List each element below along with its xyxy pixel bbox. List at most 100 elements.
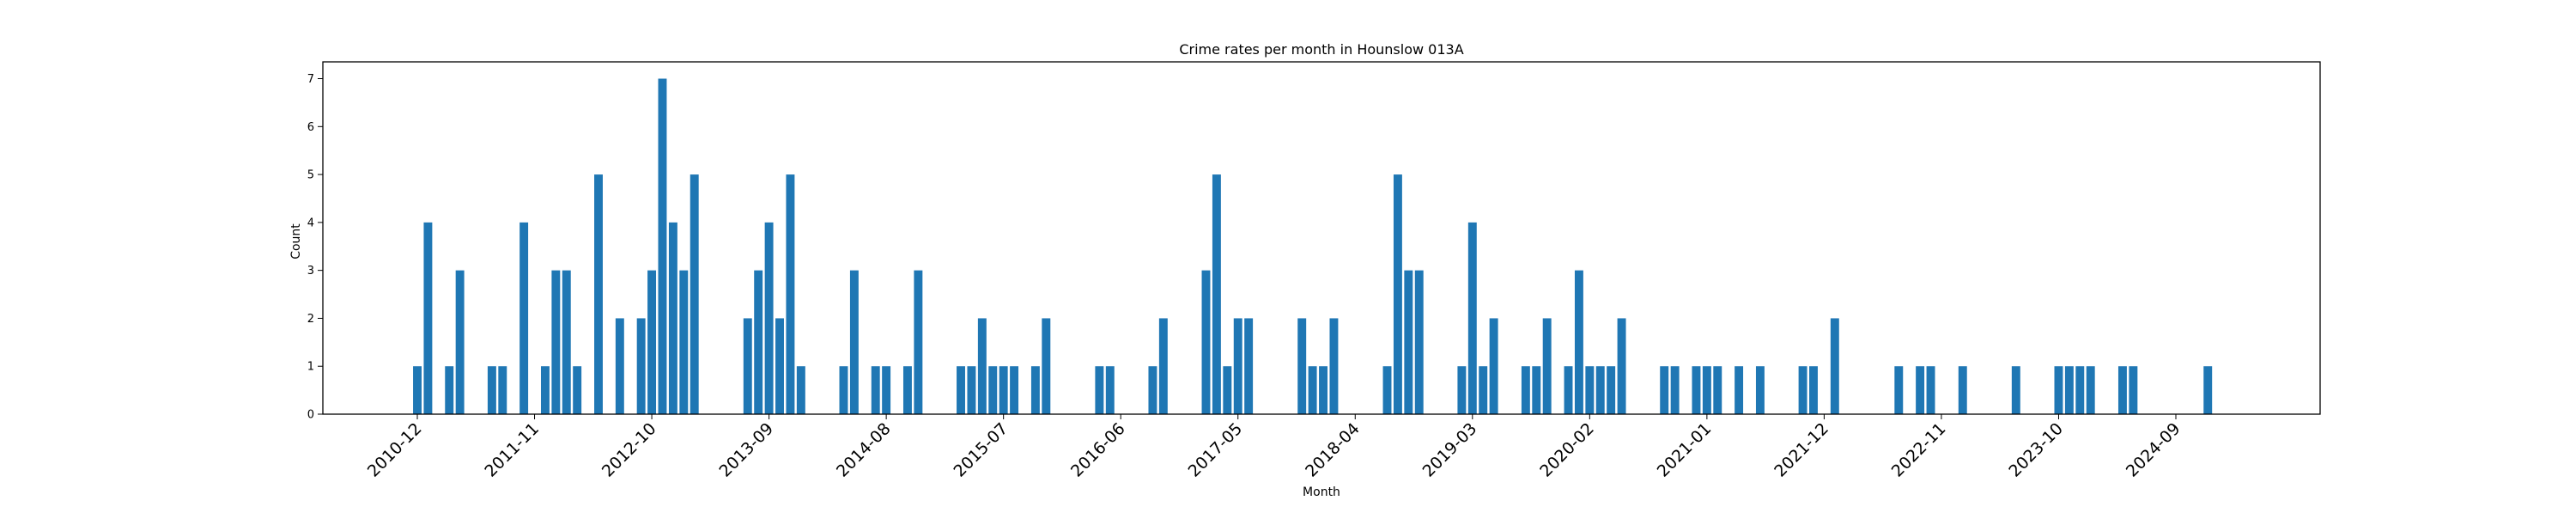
bar [1201,270,1211,414]
y-tick-label: 7 [307,73,314,86]
bar [839,366,848,414]
bar [658,78,667,415]
bar [423,222,433,414]
bar [988,366,998,414]
bar [2203,366,2213,414]
bar [1617,318,1626,414]
bar [551,270,561,414]
bar [1809,366,1818,414]
bar [1244,318,1254,414]
bar [690,174,699,414]
bar [1532,366,1541,414]
bar [1692,366,1701,414]
y-tick-label: 0 [307,409,314,422]
bar [1798,366,1807,414]
bar [796,366,805,414]
y-axis-label: Count [289,223,303,260]
bar [2064,366,2074,414]
bar [1958,366,1967,414]
bar [445,366,454,414]
bar [1713,366,1722,414]
bar [1607,366,1616,414]
bar [573,366,582,414]
bar [1393,174,1402,414]
bar [1479,366,1488,414]
bar [1830,318,1839,414]
bar [882,366,891,414]
bar [743,318,752,414]
bar [594,174,603,414]
bar [2075,366,2085,414]
bar [957,366,965,414]
y-tick-label: 3 [307,265,314,278]
bar [519,222,529,414]
bar [1926,366,1935,414]
bar [1457,366,1467,414]
bar [849,270,859,414]
bar [1095,366,1104,414]
y-tick-label: 2 [307,313,314,326]
y-tick-label: 4 [307,217,314,229]
bar [2054,366,2063,414]
bar [455,270,465,414]
bar [902,366,912,414]
bar [413,366,422,414]
bar [999,366,1008,414]
bar [1670,366,1680,414]
bar [679,270,689,414]
bar [1660,366,1669,414]
bar [2011,366,2020,414]
bar [615,318,624,414]
bar [977,318,987,414]
bar [1158,318,1168,414]
bar [1574,270,1583,414]
bar [775,318,784,414]
chart-title: Crime rates per month in Hounslow 013A [1179,41,1463,58]
bar [540,366,550,414]
bar [1042,318,1051,414]
bar [1521,366,1530,414]
bar [1916,366,1925,414]
bar [1148,366,1157,414]
y-tick-label: 1 [307,361,314,374]
bar [1702,366,1711,414]
y-tick-label: 5 [307,169,314,182]
plot-area-frame [322,61,2321,415]
bar [1030,366,1040,414]
bar [2086,366,2095,414]
bar [647,270,657,414]
y-axis-ticks: 0 1 2 3 4 5 6 7 [307,73,323,422]
bar [754,270,763,414]
bar [1735,366,1744,414]
bar [1404,270,1413,414]
bar [1755,366,1765,414]
bar [786,174,795,414]
bar [764,222,774,414]
bar [1233,318,1242,414]
bar [487,366,496,414]
bar [1319,366,1327,414]
bar [1212,174,1221,414]
bar [1542,318,1552,414]
bar [498,366,507,414]
bar [1105,366,1115,414]
bar [2129,366,2138,414]
bar [668,222,677,414]
bar [871,366,880,414]
bar [1329,318,1339,414]
bar [636,318,646,414]
bar [1595,366,1605,414]
bar [562,270,571,414]
bar [967,366,976,414]
bar [1894,366,1904,414]
bar [1308,366,1317,414]
bar [1382,366,1392,414]
bar [914,270,923,414]
bar [1010,366,1019,414]
x-axis-label: Month [1303,485,1340,499]
y-tick-label: 6 [307,121,314,134]
bar-series [413,78,2213,415]
bar [1467,222,1477,414]
bar [2117,366,2127,414]
